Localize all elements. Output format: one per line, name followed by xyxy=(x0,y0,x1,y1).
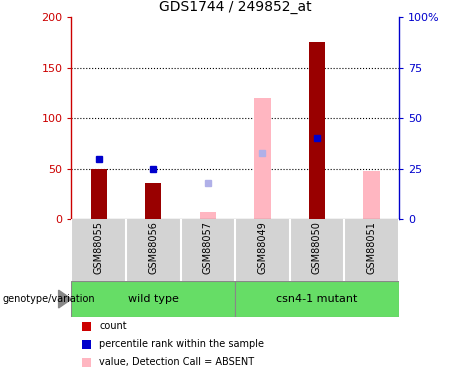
Text: GSM88057: GSM88057 xyxy=(203,221,213,274)
Text: GSM88049: GSM88049 xyxy=(257,221,267,274)
Text: percentile rank within the sample: percentile rank within the sample xyxy=(99,339,264,349)
Bar xyxy=(235,281,399,317)
Text: GSM88051: GSM88051 xyxy=(366,221,377,274)
Text: genotype/variation: genotype/variation xyxy=(2,294,95,304)
Bar xyxy=(82,322,91,331)
Bar xyxy=(82,340,91,349)
Bar xyxy=(363,171,380,219)
Bar xyxy=(71,281,235,317)
Text: GSM88050: GSM88050 xyxy=(312,221,322,274)
Text: value, Detection Call = ABSENT: value, Detection Call = ABSENT xyxy=(99,357,254,367)
Title: GDS1744 / 249852_at: GDS1744 / 249852_at xyxy=(159,0,312,15)
Bar xyxy=(82,358,91,367)
Bar xyxy=(200,212,216,219)
Text: csn4-1 mutant: csn4-1 mutant xyxy=(276,294,358,304)
Text: wild type: wild type xyxy=(128,294,179,304)
Polygon shape xyxy=(59,290,71,308)
Text: GSM88055: GSM88055 xyxy=(94,221,104,274)
Bar xyxy=(145,183,161,219)
Text: count: count xyxy=(99,321,127,331)
Bar xyxy=(254,98,271,219)
Bar xyxy=(309,42,325,219)
Text: GSM88056: GSM88056 xyxy=(148,221,158,274)
Bar xyxy=(90,169,107,219)
